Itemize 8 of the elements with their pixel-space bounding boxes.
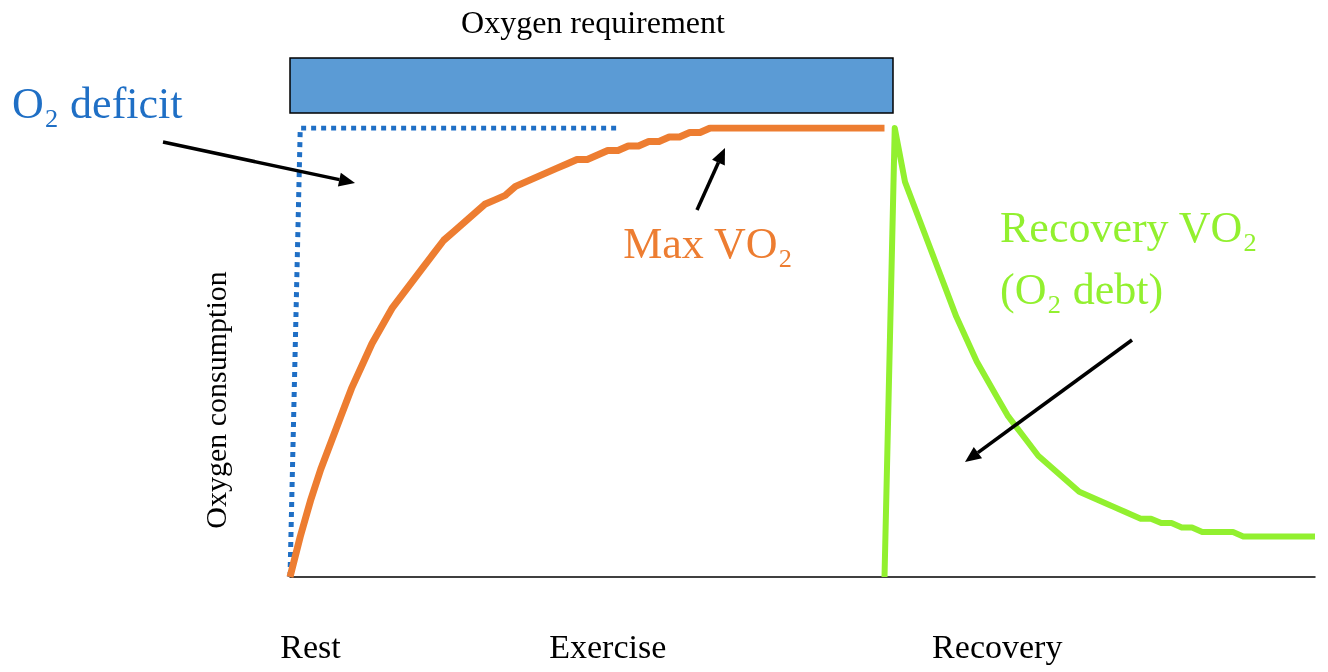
x-tick-label: Rest	[280, 627, 342, 665]
text: O₂ deficit	[12, 78, 183, 128]
text: Oxygen requirement	[461, 4, 726, 40]
y-axis-title: Oxygen consumption	[198, 271, 232, 529]
annotation: Recovery VO₂ (O₂ debt)	[1000, 202, 1258, 314]
x-tick-label: Exercise	[549, 627, 667, 665]
x-tick-label: Recovery	[932, 627, 1063, 665]
annotation: Max VO₂	[623, 218, 793, 268]
